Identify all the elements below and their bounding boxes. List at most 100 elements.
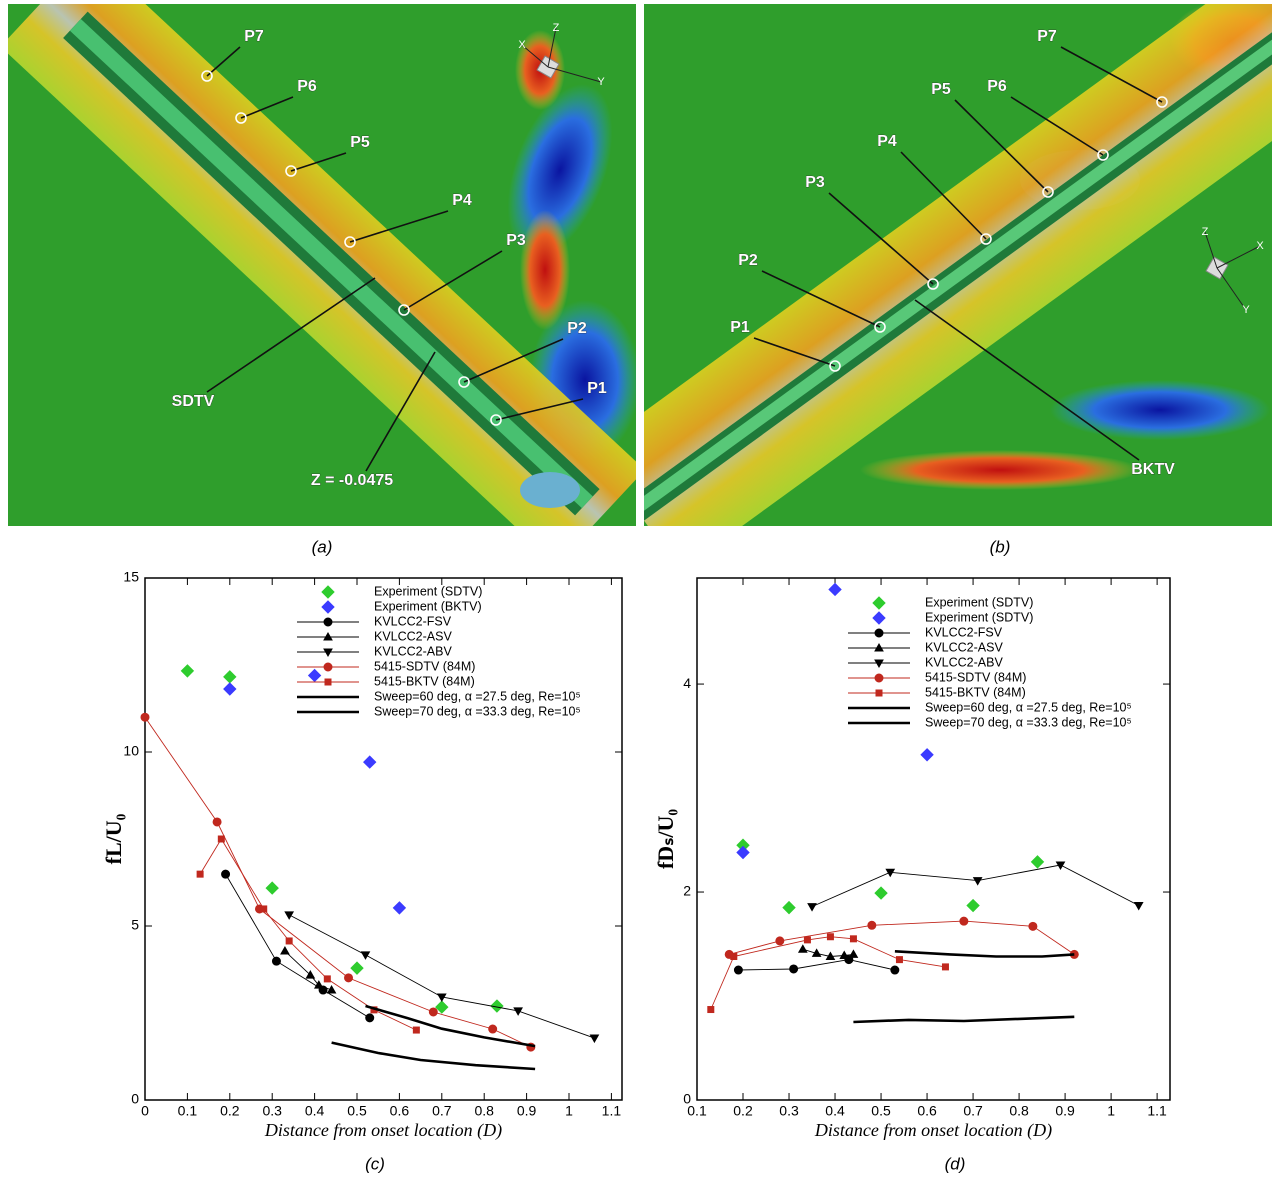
probe-label: P3 bbox=[506, 232, 526, 249]
probe-marker bbox=[874, 321, 886, 333]
legend-label: KVLCC2-ASV bbox=[925, 640, 1003, 654]
point bbox=[782, 900, 796, 915]
point bbox=[490, 999, 504, 1013]
legend-label: 5415-BKTV (84M) bbox=[374, 674, 475, 688]
probe-marker bbox=[927, 278, 939, 290]
legend-label: Sweep=70 deg, α =33.3 deg, Re=10⁵ bbox=[925, 715, 1132, 729]
point bbox=[284, 911, 295, 920]
x-axis-label: Distance from onset location (D) bbox=[264, 1120, 502, 1141]
point bbox=[436, 993, 447, 1002]
point bbox=[344, 973, 354, 983]
point bbox=[1030, 855, 1045, 869]
point bbox=[360, 951, 371, 960]
leader-line bbox=[954, 99, 1049, 193]
point bbox=[435, 1000, 449, 1014]
y-tick-label: 15 bbox=[123, 569, 139, 585]
point bbox=[797, 944, 808, 953]
probe-label: P7 bbox=[1037, 28, 1057, 45]
x-tick-label: 0.4 bbox=[305, 1103, 325, 1119]
probe-label: P4 bbox=[877, 133, 897, 150]
axis-triad-label: Z bbox=[553, 22, 560, 34]
x-tick-label: 0.7 bbox=[432, 1103, 452, 1119]
x-tick-label: 0.6 bbox=[917, 1103, 937, 1119]
x-tick-label: 0.1 bbox=[687, 1103, 707, 1119]
series-line bbox=[811, 864, 1139, 908]
probe-label: SDTV bbox=[172, 393, 215, 410]
axis-triad-line bbox=[1204, 231, 1218, 269]
probe-marker bbox=[285, 165, 297, 177]
leader-line bbox=[761, 270, 881, 328]
legend-marker bbox=[321, 585, 335, 599]
point bbox=[280, 946, 290, 955]
leader-line bbox=[206, 277, 376, 393]
point bbox=[807, 903, 817, 912]
probe-marker bbox=[490, 414, 502, 426]
x-tick-label: 0.5 bbox=[871, 1103, 891, 1119]
leader-line bbox=[206, 46, 241, 77]
x-tick-label: 0.1 bbox=[178, 1103, 198, 1119]
x-tick-label: 0.8 bbox=[1009, 1103, 1029, 1119]
point bbox=[736, 845, 750, 860]
point bbox=[323, 975, 331, 983]
leader-line bbox=[914, 299, 1140, 461]
series-line bbox=[894, 950, 1075, 958]
legend-label: Experiment (SDTV) bbox=[374, 584, 482, 598]
point bbox=[848, 949, 859, 958]
point bbox=[825, 951, 836, 961]
point bbox=[839, 950, 850, 959]
point bbox=[941, 963, 949, 971]
probe-label: P6 bbox=[987, 78, 1007, 95]
probe-label: P3 bbox=[805, 174, 825, 191]
series-line bbox=[144, 716, 531, 1048]
legend-label: KVLCC2-ABV bbox=[925, 655, 1003, 669]
x-tick-label: 0.3 bbox=[779, 1103, 799, 1119]
point bbox=[589, 1034, 600, 1044]
probe-marker bbox=[201, 70, 213, 82]
point bbox=[223, 682, 237, 696]
chart-caption: (d) bbox=[945, 1154, 966, 1173]
probe-label: P2 bbox=[567, 320, 587, 337]
x-tick-label: 0.6 bbox=[390, 1103, 410, 1119]
series-line bbox=[365, 1004, 536, 1048]
plot-frame bbox=[696, 577, 1171, 1101]
y-tick-label: 5 bbox=[131, 917, 139, 933]
legend-marker bbox=[872, 596, 886, 610]
leader-line bbox=[365, 351, 436, 472]
point bbox=[140, 712, 150, 722]
legend-label: KVLCC2-ASV bbox=[374, 629, 452, 643]
series-line bbox=[199, 838, 417, 1031]
point bbox=[895, 956, 903, 964]
legend-label: Experiment (SDTV) bbox=[925, 610, 1033, 624]
x-axis-label: Distance from onset location (D) bbox=[814, 1120, 1052, 1141]
point bbox=[271, 956, 281, 966]
point bbox=[305, 970, 316, 979]
x-tick-label: 0.2 bbox=[733, 1103, 753, 1119]
x-tick-label: 1.1 bbox=[1147, 1103, 1167, 1119]
legend-marker bbox=[874, 628, 884, 638]
x-tick-label: 0.3 bbox=[262, 1103, 282, 1119]
axis-triad-line bbox=[1216, 245, 1261, 269]
point bbox=[513, 1007, 523, 1016]
point bbox=[1028, 921, 1038, 931]
probe-marker bbox=[235, 112, 247, 124]
point bbox=[1055, 861, 1066, 871]
y-tick-label: 0 bbox=[683, 1091, 691, 1107]
probe-marker bbox=[458, 376, 470, 388]
point bbox=[972, 877, 983, 886]
point bbox=[803, 936, 811, 944]
x-tick-label: 0 bbox=[141, 1103, 149, 1119]
point bbox=[849, 935, 857, 943]
point bbox=[730, 953, 738, 961]
point bbox=[488, 1024, 498, 1034]
legend-label: 5415-SDTV (84M) bbox=[374, 659, 475, 673]
legend-label: 5415-SDTV (84M) bbox=[925, 670, 1026, 684]
probe-label: P7 bbox=[244, 28, 264, 45]
series-line bbox=[284, 950, 332, 991]
x-tick-label: 0.7 bbox=[963, 1103, 983, 1119]
leader-line bbox=[1010, 96, 1104, 156]
point bbox=[890, 965, 900, 975]
axis-triad-line bbox=[1216, 267, 1247, 311]
point bbox=[196, 870, 204, 878]
probe-label: P4 bbox=[452, 192, 472, 209]
